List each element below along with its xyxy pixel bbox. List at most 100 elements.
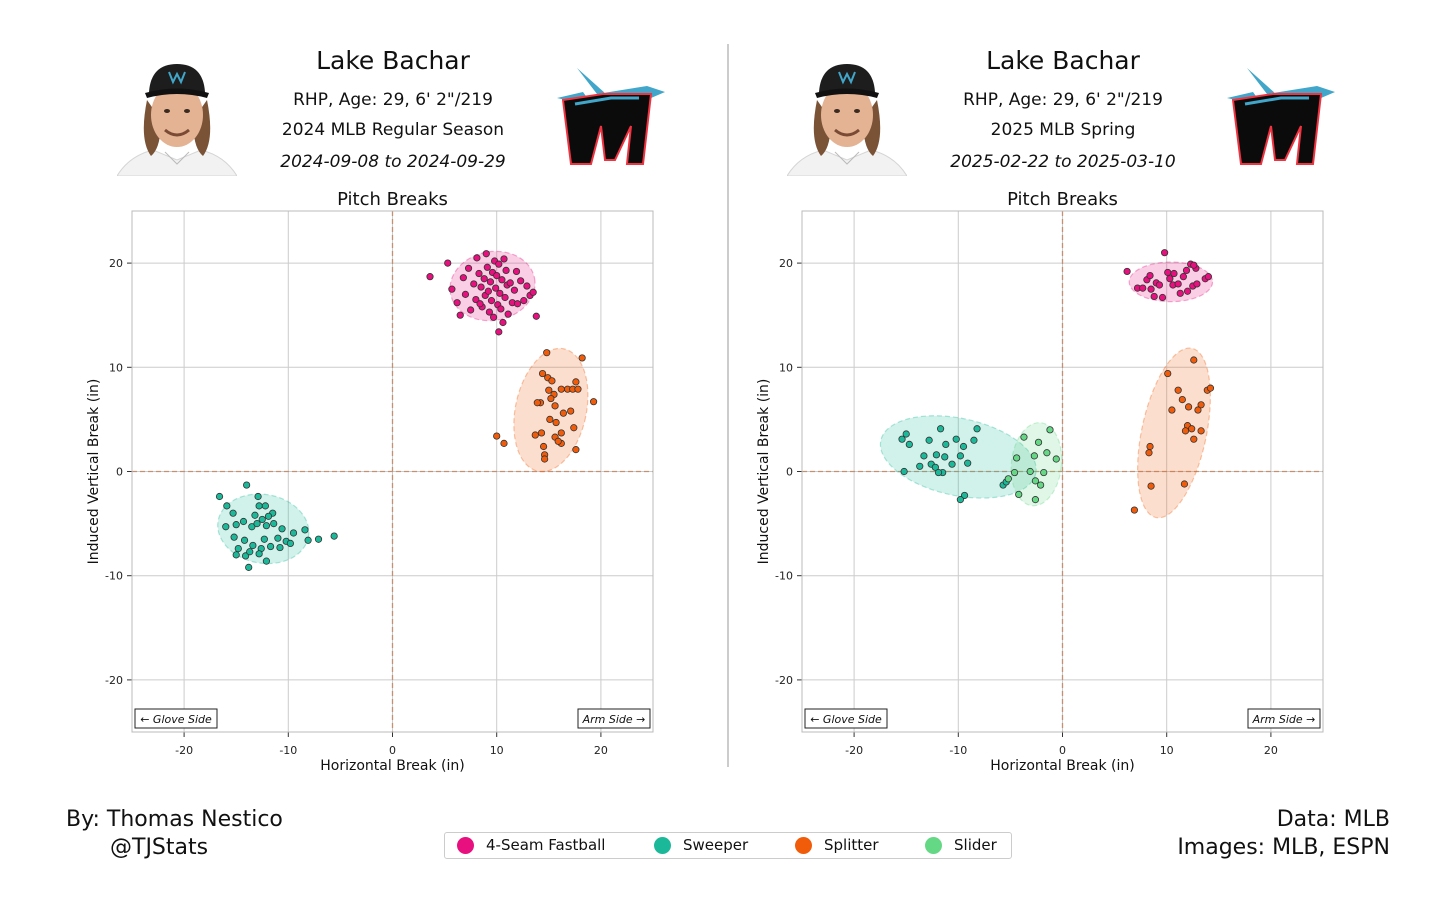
point-sweeper (916, 462, 924, 470)
point-splitter (559, 409, 567, 417)
point-splitter (1168, 406, 1176, 414)
pitch-breaks-chart-2024: -20 -10 0 10 20 -20 -10 0 10 20 Pitch Breaks Horizo… (86, 189, 654, 774)
ellipse-slider (1010, 422, 1063, 507)
point-splitter (590, 398, 598, 406)
point-4-seam-fastball (456, 311, 464, 319)
point-sweeper (245, 563, 253, 571)
point-sweeper (956, 496, 964, 504)
point-4-seam-fastball (506, 279, 514, 287)
point-splitter (1184, 403, 1193, 411)
point-4-seam-fastball (467, 306, 475, 314)
player-name: Lake Bachar (316, 46, 470, 75)
point-4-seam-fastball (484, 287, 492, 295)
author-name: By: Thomas Nestico (66, 807, 283, 832)
point-splitter (574, 385, 582, 393)
point-splitter (1180, 480, 1189, 488)
glove-side-annotation: ← Glove Side (134, 708, 218, 729)
marlins-logo-icon (557, 68, 665, 165)
point-slider (1030, 452, 1038, 460)
player-bio: RHP, Age: 29, 6' 2"/219 (963, 90, 1163, 110)
x-tick-label: -20 (845, 744, 863, 757)
x-tick-label: 0 (1059, 744, 1066, 757)
point-splitter (547, 394, 555, 403)
point-splitter (554, 437, 562, 445)
point-4-seam-fastball (475, 269, 483, 278)
point-sweeper (261, 502, 269, 510)
point-sweeper (902, 430, 910, 438)
x-axis-label: Horizontal Break (in) (990, 758, 1134, 774)
panel-2024: Lake Bachar RHP, Age: 29, 6' 2"/219 2024… (0, 0, 728, 780)
arm-side-annotation: Arm Side → (1247, 708, 1321, 729)
point-sweeper (314, 535, 323, 543)
panel-divider (727, 44, 729, 767)
point-4-seam-fastball (1204, 273, 1212, 281)
point-splitter (1181, 427, 1190, 435)
point-slider (1004, 475, 1012, 483)
point-sweeper (255, 502, 263, 510)
point-4-seam-fastball (501, 293, 509, 302)
point-4-seam-fastball (517, 277, 525, 285)
point-sweeper (960, 491, 969, 500)
point-4-seam-fastball (1176, 289, 1184, 297)
point-4-seam-fastball (1182, 266, 1191, 274)
point-sweeper (900, 467, 908, 476)
legend-dot-icon (925, 836, 942, 854)
point-4-seam-fastball (1174, 280, 1182, 288)
y-tick-label: 10 (109, 361, 123, 374)
chart-title: Pitch Breaks (1007, 189, 1118, 210)
point-4-seam-fastball (1166, 275, 1174, 283)
x-tick-label: 0 (389, 744, 396, 757)
point-4-seam-fastball (453, 299, 461, 307)
point-4-seam-fastball (1164, 268, 1172, 277)
point-sweeper (956, 452, 964, 460)
point-splitter (1190, 356, 1198, 364)
point-sweeper (276, 543, 284, 552)
point-splitter (1174, 386, 1182, 394)
legend-label: Splitter (824, 836, 879, 854)
glove-side-label: ← Glove Side (810, 713, 882, 726)
point-sweeper (270, 519, 278, 528)
point-sweeper (239, 517, 248, 526)
point-sweeper (286, 539, 294, 547)
point-splitter (541, 455, 549, 463)
point-splitter (551, 402, 559, 410)
point-4-seam-fastball (464, 264, 473, 272)
x-tick-label: 20 (594, 744, 608, 757)
annotation-box (577, 708, 651, 729)
point-4-seam-fastball (1150, 292, 1158, 301)
point-sweeper (959, 442, 968, 451)
point-sweeper (898, 435, 906, 443)
point-4-seam-fastball (492, 284, 500, 292)
point-splitter (557, 385, 565, 393)
point-splitter (493, 432, 501, 440)
point-splitter (1147, 482, 1155, 490)
point-splitter (1178, 396, 1186, 404)
point-sweeper (970, 436, 978, 444)
y-tick-label: -20 (775, 674, 793, 687)
arm-side-label: Arm Side → (1252, 713, 1316, 726)
point-4-seam-fastball (487, 297, 496, 305)
marlins-logo-icon (1227, 68, 1335, 165)
x-tick-label: 20 (1264, 744, 1278, 757)
point-splitter (1197, 401, 1205, 409)
point-4-seam-fastball (1147, 285, 1155, 293)
plot-frame (131, 210, 654, 733)
point-4-seam-fastball (1170, 269, 1178, 278)
point-sweeper (278, 525, 286, 533)
point-sweeper (941, 453, 949, 461)
point-splitter (545, 386, 553, 394)
season-label: 2024 MLB Regular Season (281, 120, 505, 140)
point-slider (1034, 438, 1043, 446)
point-4-seam-fastball (495, 328, 503, 336)
y-tick-label: -10 (775, 570, 793, 583)
point-sweeper (289, 529, 298, 537)
point-4-seam-fastball (499, 318, 507, 327)
point-splitter (557, 429, 565, 437)
point-splitter (1188, 425, 1196, 433)
point-4-seam-fastball (513, 300, 522, 308)
point-4-seam-fastball (1155, 281, 1164, 289)
point-slider (1013, 454, 1021, 462)
point-splitter (1145, 449, 1153, 457)
point-sweeper (964, 459, 972, 467)
legend-item-four-seam: 4-Seam Fastball (457, 836, 605, 854)
